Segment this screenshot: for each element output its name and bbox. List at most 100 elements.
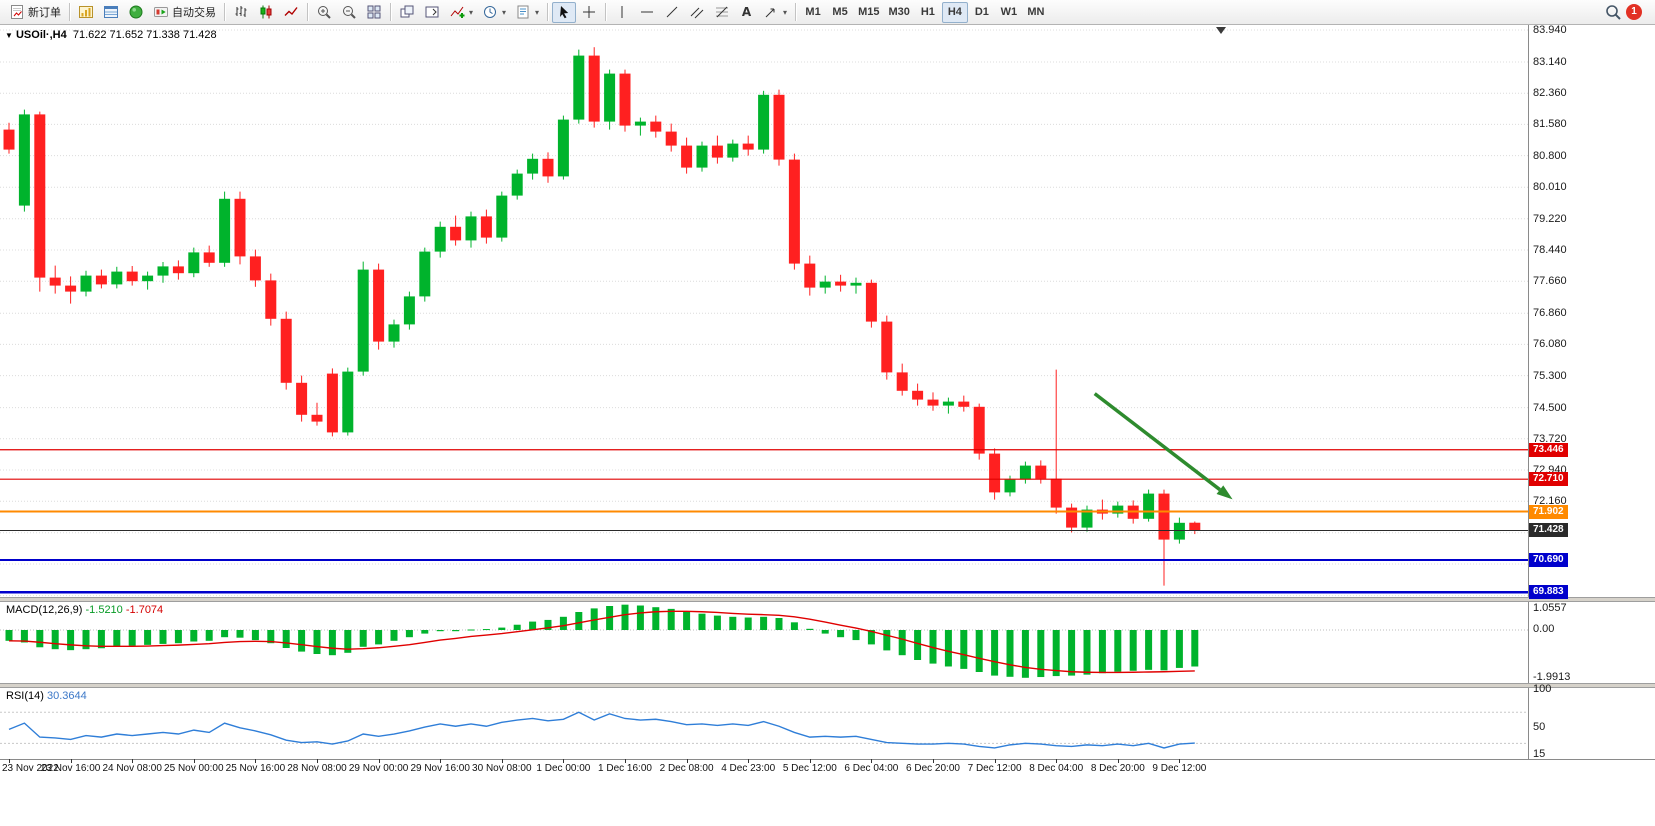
macd-bar [221, 630, 229, 638]
notification-badge[interactable]: 1 [1626, 4, 1642, 20]
line-chart-button[interactable] [279, 2, 303, 23]
auto-trading-icon [153, 4, 169, 20]
macd-bar [1191, 630, 1199, 667]
horizontal-line-button[interactable] [635, 2, 659, 23]
separator [390, 3, 391, 21]
trend-arrow-head [1216, 485, 1233, 500]
candle [1158, 493, 1170, 540]
macd-bar [1098, 630, 1106, 674]
macd-bar [82, 630, 90, 650]
zoom-in-icon [316, 4, 332, 20]
line-chart-icon [283, 4, 299, 20]
auto-arrange-button[interactable] [395, 2, 419, 23]
candle [942, 401, 954, 406]
macd-scale-max: 1.0557 [1533, 602, 1567, 614]
macd-bar [559, 616, 567, 630]
vertical-line-button[interactable] [610, 2, 634, 23]
rsi-splitter[interactable] [0, 683, 1655, 688]
candle [157, 266, 169, 276]
candle [819, 281, 831, 288]
auto-trading-label: 自动交易 [172, 7, 216, 19]
search-icon [1605, 4, 1621, 20]
separator [795, 3, 797, 21]
candle [80, 275, 92, 292]
macd-bar [667, 608, 675, 630]
candle [850, 282, 862, 286]
macd-bar [190, 630, 198, 642]
candle [280, 318, 292, 383]
zoom-out-button[interactable] [337, 2, 361, 23]
timeframe-mn-button[interactable]: MN [1023, 2, 1049, 23]
timeframe-m30-button[interactable]: M30 [884, 2, 913, 23]
periods-button[interactable]: ▾ [478, 2, 510, 23]
text-button[interactable]: A [735, 2, 758, 23]
chart-shift-button[interactable] [420, 2, 444, 23]
new-order-icon [9, 4, 25, 20]
time-label: 29 Nov 16:00 [410, 763, 470, 774]
price-label: 81.580 [1533, 118, 1567, 131]
macd-bar [482, 629, 490, 631]
candlestick-chart-button[interactable] [254, 2, 278, 23]
candle [865, 282, 877, 322]
timeframe-w1-button[interactable]: W1 [996, 2, 1022, 23]
macd-bar [914, 630, 922, 660]
templates-button[interactable]: ▾ [511, 2, 543, 23]
macd-bar [159, 630, 167, 644]
zoom-in-button[interactable] [312, 2, 336, 23]
auto-trading-button[interactable]: 自动交易 [149, 2, 220, 23]
timeframe-h1-button[interactable]: H1 [915, 2, 941, 23]
macd-splitter[interactable] [0, 597, 1655, 602]
timeframe-m15-button[interactable]: M15 [854, 2, 883, 23]
templates-icon [515, 4, 531, 20]
bar-chart-button[interactable] [229, 2, 253, 23]
timeframe-m1-button[interactable]: M1 [800, 2, 826, 23]
candle [989, 453, 1001, 493]
price-label: 82.360 [1533, 87, 1567, 100]
candle [1066, 507, 1078, 528]
trendline-button[interactable] [660, 2, 684, 23]
separator [605, 3, 607, 21]
crosshair-button[interactable] [577, 2, 601, 23]
candle [311, 414, 323, 422]
candle [126, 271, 138, 282]
macd-bar [883, 630, 891, 651]
trend-arrow[interactable] [1093, 392, 1221, 492]
tile-windows-icon [366, 4, 382, 20]
arrows-button[interactable]: ▾ [759, 2, 791, 23]
search-button[interactable] [1601, 2, 1625, 23]
candle [419, 251, 431, 297]
macd-bar [1006, 630, 1014, 677]
time-tick [994, 759, 996, 763]
time-tick [378, 759, 380, 763]
macd-bar [313, 630, 321, 654]
time-tick [9, 759, 10, 763]
navigator-button[interactable] [124, 2, 148, 23]
timeframe-h4-button[interactable]: H4 [941, 1, 968, 23]
rsi-value: 30.3644 [46, 690, 87, 702]
fibonacci-button[interactable] [710, 2, 734, 23]
indicators-button[interactable]: ▾ [445, 2, 477, 23]
candle [65, 285, 77, 292]
time-tick [132, 759, 134, 763]
arrow-tool-icon [763, 4, 779, 20]
macd-bar [790, 622, 798, 630]
top-toolbar: 新订单 自动交易 [0, 0, 1655, 25]
cursor-button[interactable] [552, 1, 577, 23]
price-label: 74.500 [1533, 401, 1567, 414]
time-tick [1117, 759, 1119, 763]
macd-bar [944, 630, 952, 667]
macd-bar [991, 630, 999, 676]
market-watch-button[interactable] [74, 2, 98, 23]
candle [835, 281, 847, 286]
timeframe-d1-button[interactable]: D1 [969, 2, 995, 23]
tile-windows-button[interactable] [362, 2, 386, 23]
data-window-button[interactable] [99, 2, 123, 23]
new-order-button[interactable]: 新订单 [5, 2, 65, 23]
candle [542, 158, 554, 177]
timeframe-m5-button[interactable]: M5 [827, 2, 853, 23]
candle [188, 252, 200, 274]
macd-bar [97, 630, 105, 649]
channel-button[interactable] [685, 2, 709, 23]
candle [711, 145, 723, 158]
